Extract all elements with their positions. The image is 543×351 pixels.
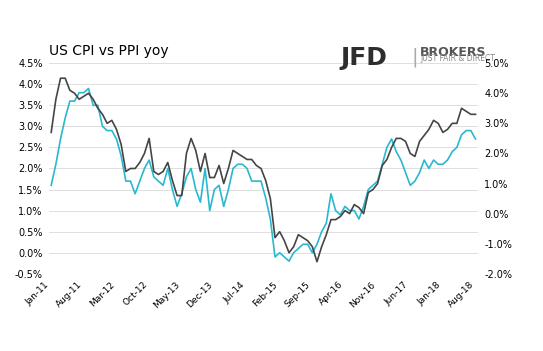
Text: BROKERS: BROKERS bbox=[420, 46, 487, 59]
Text: JFD: JFD bbox=[340, 46, 388, 70]
Text: |: | bbox=[412, 47, 418, 67]
Text: JUST FAIR & DIRECT: JUST FAIR & DIRECT bbox=[420, 54, 495, 63]
Text: US CPI vs PPI yoy: US CPI vs PPI yoy bbox=[49, 44, 168, 58]
